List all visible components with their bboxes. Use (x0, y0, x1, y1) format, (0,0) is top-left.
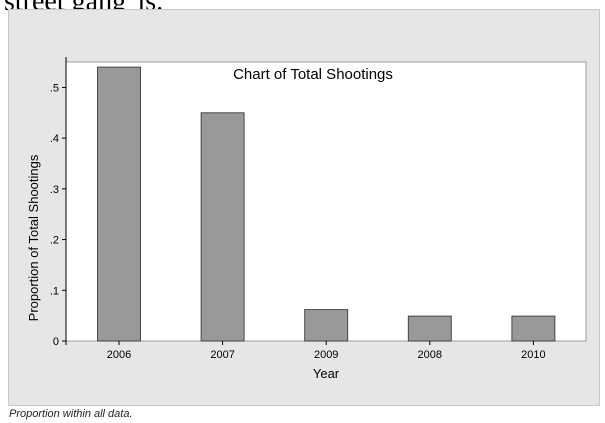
x-tick-label: 2010 (521, 349, 545, 361)
y-tick-label: .3 (50, 184, 59, 196)
bar-2006 (97, 66, 141, 342)
x-tick-label: 2008 (418, 349, 442, 361)
y-tick-label: .4 (50, 133, 59, 145)
x-axis-label: Year (313, 366, 340, 381)
bar-2010 (511, 315, 556, 342)
footnote: Proportion within all data. (9, 408, 133, 420)
bar-2008 (407, 315, 452, 342)
bar-2009 (304, 309, 349, 342)
y-tick-label: 0 (53, 336, 59, 348)
x-tick-label: 2006 (107, 349, 131, 361)
chart-title: Chart of Total Shootings (233, 66, 393, 83)
y-axis-label: Proportion of Total Shootings (26, 154, 41, 321)
y-tick-label: .5 (50, 82, 59, 94)
x-tick-label: 2007 (210, 349, 234, 361)
bar-2007 (200, 112, 245, 342)
x-tick-label: 2009 (314, 349, 338, 361)
y-tick-label: .2 (50, 235, 59, 247)
x-axis: 2006 2007 2009 2008 2010 (107, 341, 546, 361)
plot-area (65, 61, 587, 342)
y-tick-label: .1 (50, 285, 59, 297)
y-axis: 0 .1 .2 .3 .4 .5 (50, 57, 67, 348)
bar-series (97, 66, 556, 342)
